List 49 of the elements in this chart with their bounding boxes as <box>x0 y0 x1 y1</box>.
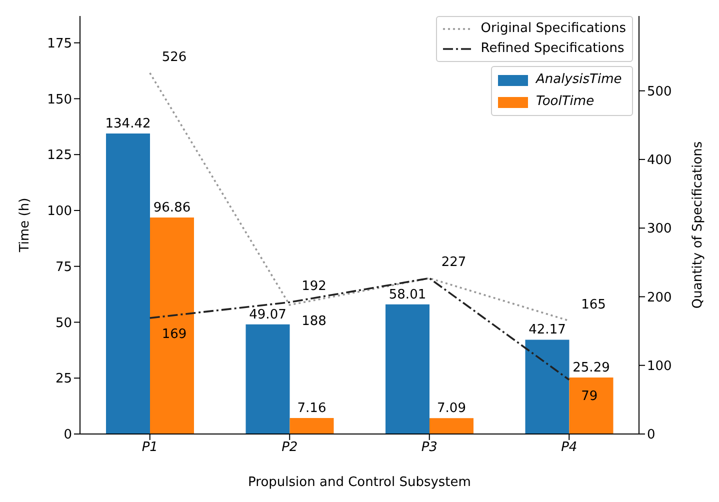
y2-tick-label: 200 <box>647 290 672 306</box>
bar <box>525 340 570 434</box>
y-tick-label: 125 <box>47 148 72 164</box>
x-tick-label: P1 <box>142 440 158 456</box>
data-label: 25.29 <box>572 360 610 376</box>
data-label: 58.01 <box>388 287 426 302</box>
data-label: 188 <box>302 314 326 329</box>
y2-tick-label: 100 <box>647 358 672 374</box>
data-label: 192 <box>302 279 326 294</box>
y2-tick-label: 0 <box>647 428 656 443</box>
bar <box>430 418 474 434</box>
data-label: 96.86 <box>153 200 191 216</box>
data-label: 7.09 <box>437 401 466 416</box>
y2-tick-label: 300 <box>647 222 672 237</box>
y-tick-label: 75 <box>55 260 72 275</box>
y-tick-label: 175 <box>47 36 72 52</box>
x-tick-label: P2 <box>282 440 298 456</box>
y2-tick-label: 400 <box>647 153 672 168</box>
bar <box>150 217 194 434</box>
bar <box>246 324 290 434</box>
line-series <box>148 277 570 381</box>
data-label: 134.42 <box>105 116 151 132</box>
x-tick-label: P4 <box>561 440 578 456</box>
y2-tick-label: 500 <box>647 84 672 100</box>
y-tick-label: 0 <box>64 428 72 443</box>
y-tick-label: 25 <box>55 372 72 387</box>
data-label: 165 <box>581 298 606 313</box>
y-tick-label: 100 <box>47 204 72 220</box>
bar <box>290 418 334 434</box>
data-label: 79 <box>581 388 598 404</box>
legend-label: ToolTime <box>536 93 596 111</box>
data-label: 7.16 <box>297 400 326 416</box>
data-label: 526 <box>162 50 187 65</box>
bar <box>386 304 430 434</box>
x-axis-title: Propulsion and Control Subsystem <box>248 475 471 490</box>
legend-label: Refined Specifications <box>480 40 624 58</box>
legend-label: Original Specifications <box>480 20 626 38</box>
legend-label: AnalysisTime <box>536 71 623 89</box>
y-tick-label: 150 <box>47 92 72 108</box>
bar <box>569 377 614 434</box>
y2-axis-title: Quantity of Specifications <box>690 141 706 309</box>
y-axis-title: Time (h) <box>18 198 33 254</box>
x-tick-label: P3 <box>421 440 438 456</box>
data-label: 227 <box>441 255 466 270</box>
y-tick-label: 50 <box>55 316 72 331</box>
data-label: 169 <box>162 327 187 342</box>
data-label: 42.17 <box>528 322 566 338</box>
bar <box>106 134 150 434</box>
data-label: 49.07 <box>249 307 286 322</box>
